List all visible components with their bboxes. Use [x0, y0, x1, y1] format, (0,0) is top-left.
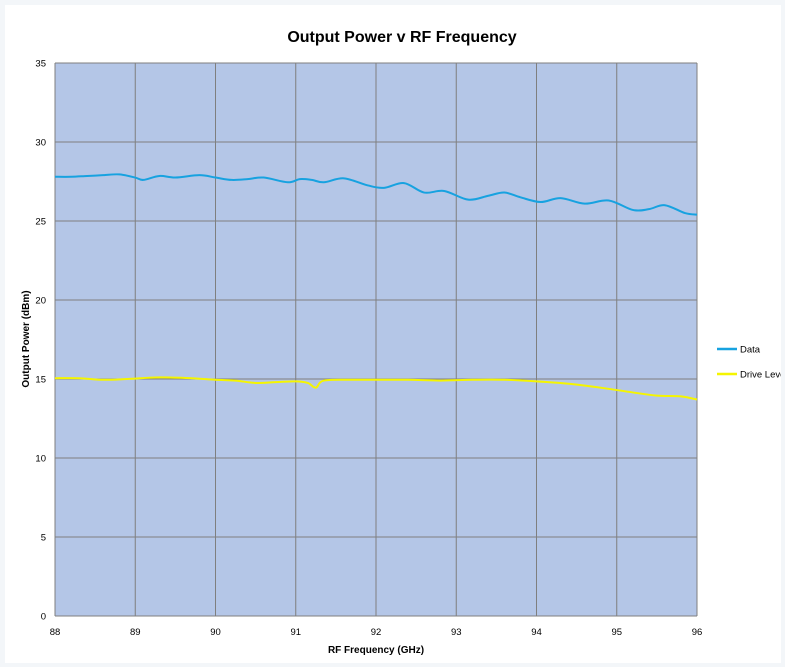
y-tick-label: 15 — [35, 375, 46, 386]
x-tick-labels: 88 89 90 91 92 93 94 95 96 — [50, 627, 703, 638]
y-tick-label: 35 — [35, 59, 46, 70]
y-axis-label: Output Power (dBm) — [21, 290, 32, 387]
x-tick-label: 88 — [50, 627, 61, 638]
x-tick-label: 91 — [290, 627, 301, 638]
legend-label-drive-level: Drive Level — [740, 370, 781, 381]
x-tick-label: 95 — [611, 627, 622, 638]
legend: Data Drive Level — [717, 345, 781, 381]
y-tick-label: 20 — [35, 296, 46, 307]
x-tick-label: 89 — [130, 627, 141, 638]
legend-label-data: Data — [740, 345, 761, 356]
chart-svg: Output Power v RF Frequency 88 89 90 91 92 93… — [21, 29, 781, 656]
series-layer — [54, 173, 698, 401]
series-line-drive-level — [54, 376, 698, 401]
y-tick-labels: 0 5 10 15 20 25 30 35 — [35, 59, 46, 623]
y-tick-label: 5 — [41, 533, 46, 544]
chart-frame: Output Power v RF Frequency 88 89 90 91 92 93… — [5, 5, 781, 663]
y-tick-label: 30 — [35, 138, 46, 149]
chart-title: Output Power v RF Frequency — [287, 29, 516, 46]
series-line-data — [54, 173, 698, 216]
y-tick-label: 10 — [35, 454, 46, 465]
y-tick-label: 25 — [35, 217, 46, 228]
x-tick-label: 94 — [531, 627, 542, 638]
y-tick-label: 0 — [41, 612, 46, 623]
x-axis-label: RF Frequency (GHz) — [328, 645, 424, 656]
x-tick-label: 96 — [692, 627, 703, 638]
x-tick-label: 90 — [210, 627, 221, 638]
x-tick-label: 93 — [451, 627, 462, 638]
grid-lines — [54, 62, 698, 617]
x-tick-label: 92 — [371, 627, 382, 638]
